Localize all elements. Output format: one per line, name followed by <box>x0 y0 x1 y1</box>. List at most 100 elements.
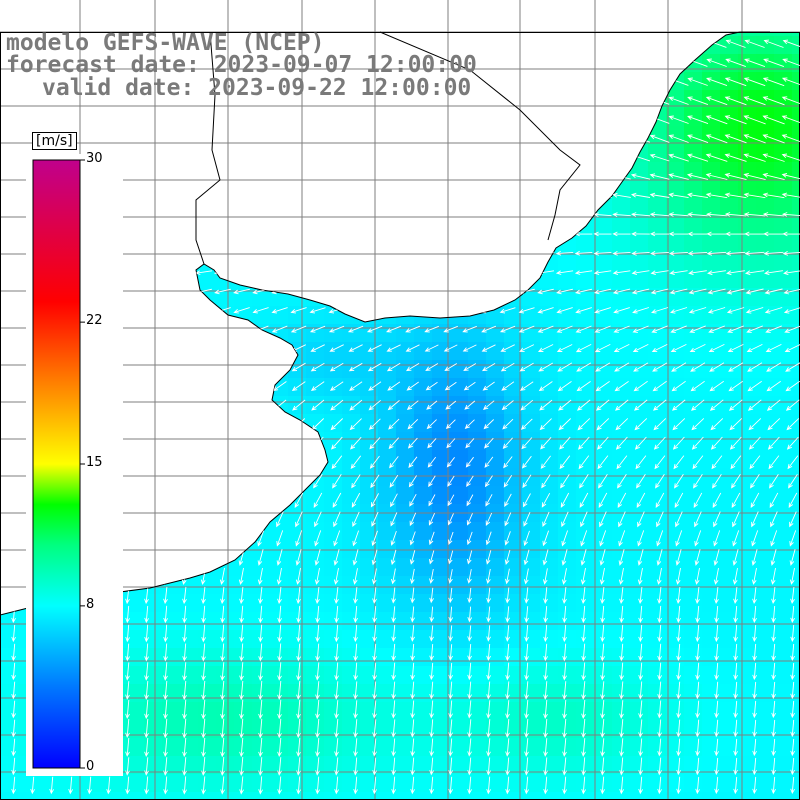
wind-speed-cell <box>576 324 595 343</box>
wind-speed-cell <box>756 216 775 235</box>
wind-speed-cell <box>468 378 487 397</box>
wind-arrow <box>670 343 687 353</box>
wind-speed-cell <box>450 738 469 757</box>
wind-arrow <box>200 549 207 566</box>
wind-speed-cell <box>720 360 739 379</box>
wind-arrow <box>537 97 554 105</box>
wind-arrow <box>593 288 612 295</box>
wind-arrow <box>726 307 745 314</box>
wind-speed-cell <box>288 702 307 721</box>
wind-arrow <box>669 251 688 256</box>
wind-arrow <box>448 776 453 795</box>
wind-arrow <box>676 643 681 662</box>
wind-arrow <box>615 436 628 450</box>
wind-speed-cell <box>486 198 505 217</box>
wind-speed-cell <box>252 162 271 181</box>
wind-speed-cell <box>270 702 289 721</box>
wind-arrow <box>670 307 688 314</box>
wind-speed-cell <box>288 216 307 235</box>
wind-speed-cell <box>666 36 685 55</box>
wind-speed-cell <box>324 32 343 37</box>
wind-speed-cell <box>144 306 163 325</box>
wind-speed-cell <box>72 108 91 127</box>
wind-arrow <box>649 192 670 198</box>
wind-speed-cell <box>0 252 19 271</box>
wind-speed-cell <box>162 468 181 487</box>
wind-speed-cell <box>774 738 793 757</box>
wind-arrow <box>144 643 149 662</box>
wind-speed-cell <box>396 486 415 505</box>
wind-arrow <box>750 492 760 509</box>
wind-speed-cell <box>414 378 433 397</box>
wind-speed-cell <box>306 450 325 469</box>
wind-arrow <box>201 776 206 795</box>
wind-speed-cell <box>216 684 235 703</box>
wind-speed-cell <box>306 648 325 667</box>
wind-arrow <box>138 173 155 180</box>
wind-arrow <box>253 344 269 352</box>
wind-arrow <box>291 362 306 372</box>
wind-speed-cell <box>270 792 289 800</box>
wind-speed-cell <box>324 558 343 577</box>
wind-arrow <box>176 325 193 333</box>
wind-arrow <box>371 511 379 527</box>
wind-arrow <box>423 116 440 124</box>
wind-arrow <box>327 212 346 217</box>
wind-speed-cell <box>162 144 181 163</box>
wind-speed-cell <box>342 486 361 505</box>
wind-arrow <box>694 530 702 547</box>
wind-arrow <box>232 192 251 198</box>
wind-arrow <box>483 419 495 430</box>
wind-arrow <box>368 399 381 411</box>
wind-speed-cell <box>468 594 487 613</box>
wind-speed-cell <box>702 32 721 37</box>
wind-arrow <box>290 116 307 124</box>
wind-arrow <box>600 776 605 795</box>
wind-speed-cell <box>504 468 523 487</box>
wind-arrow <box>577 418 591 431</box>
wind-arrow <box>429 738 434 757</box>
wind-speed-cell <box>288 594 307 613</box>
wind-speed-cell <box>738 198 757 217</box>
wind-arrow <box>296 643 301 662</box>
wind-arrow <box>784 325 800 333</box>
wind-speed-cell <box>720 486 739 505</box>
wind-speed-cell <box>756 486 775 505</box>
wind-speed-cell <box>450 306 469 325</box>
wind-speed-cell <box>288 0 307 19</box>
wind-arrow <box>466 513 473 526</box>
wind-speed-cell <box>666 612 685 631</box>
wind-arrow <box>352 568 358 585</box>
wind-arrow <box>768 455 780 470</box>
wind-speed-cell <box>450 702 469 721</box>
wind-speed-cell <box>72 792 91 800</box>
wind-speed-cell <box>738 234 757 253</box>
wind-speed-cell <box>180 486 199 505</box>
wind-speed-cell <box>342 126 361 145</box>
wind-speed-cell <box>630 108 649 127</box>
wind-speed-cell <box>486 414 505 433</box>
wind-speed-cell <box>666 270 685 289</box>
wind-speed-cell <box>450 108 469 127</box>
wind-arrow <box>597 436 609 450</box>
wind-arrow <box>652 362 668 372</box>
wind-arrow <box>315 718 320 739</box>
wind-speed-cell <box>432 486 451 505</box>
wind-arrow <box>367 362 382 372</box>
wind-speed-cell <box>306 666 325 685</box>
wind-arrow <box>752 776 757 795</box>
wind-speed-cell <box>234 774 253 793</box>
wind-speed-cell <box>72 774 91 793</box>
wind-arrow <box>125 624 130 643</box>
wind-arrow <box>448 757 453 776</box>
wind-arrow <box>486 662 491 681</box>
wind-arrow <box>213 231 232 237</box>
wind-speed-cell <box>270 0 289 19</box>
wind-speed-cell <box>252 342 271 361</box>
wind-arrow <box>409 531 416 546</box>
wind-speed-cell <box>594 486 613 505</box>
wind-speed-cell <box>540 684 559 703</box>
wind-speed-cell <box>702 198 721 217</box>
wind-arrow <box>732 530 740 547</box>
wind-arrow <box>156 250 175 256</box>
